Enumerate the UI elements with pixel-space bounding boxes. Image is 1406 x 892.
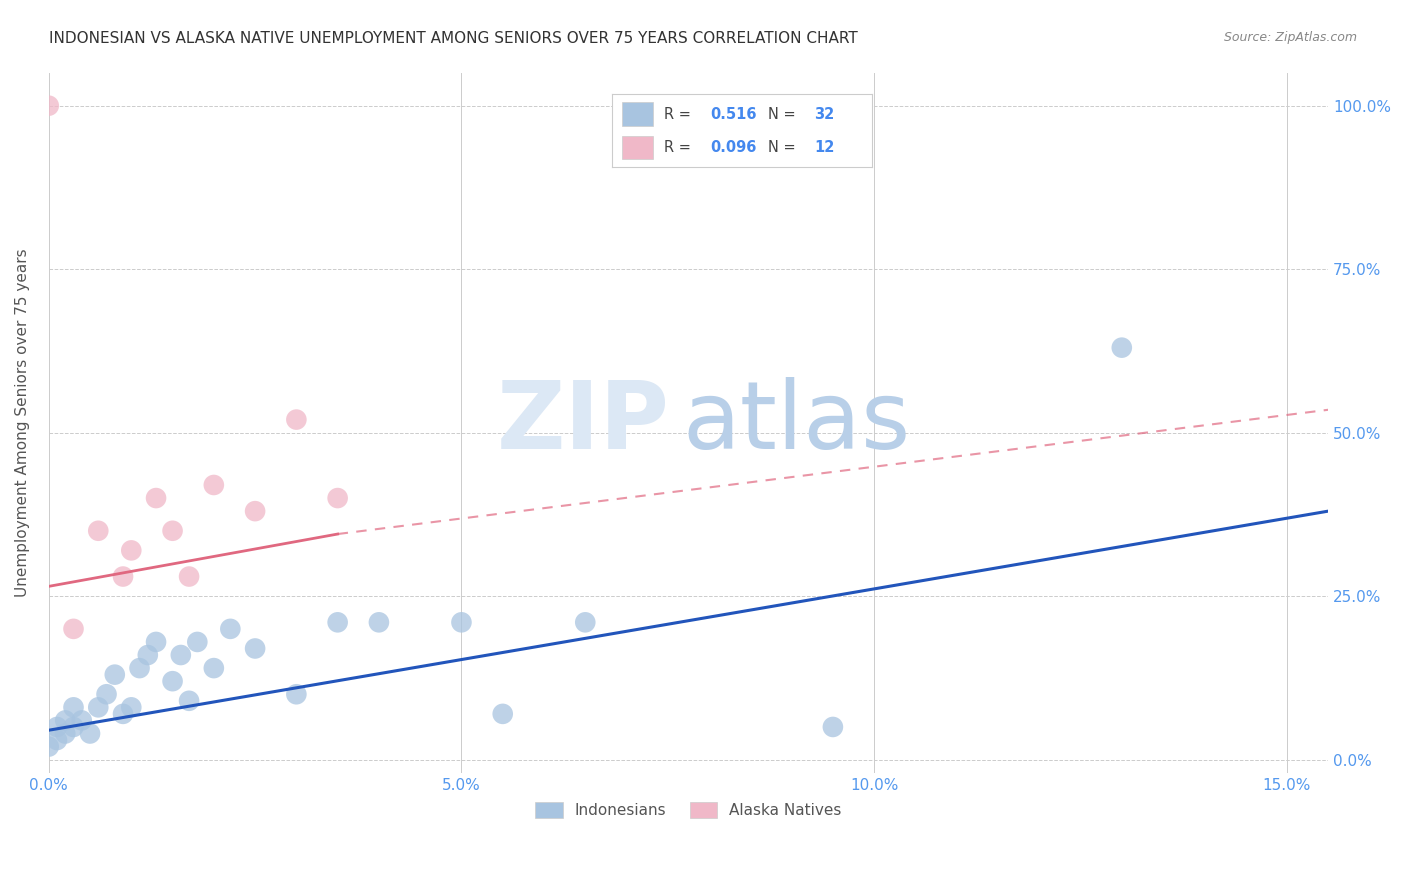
Point: [219, 622, 242, 636]
Point: [145, 491, 167, 505]
Point: [62, 700, 84, 714]
Point: [38, 98, 60, 112]
Point: [87, 700, 110, 714]
Legend: Indonesians, Alaska Natives: Indonesians, Alaska Natives: [529, 797, 848, 824]
Point: [326, 615, 349, 630]
Point: [136, 648, 159, 662]
Point: [53, 726, 76, 740]
Point: [96, 687, 118, 701]
Point: [162, 674, 184, 689]
Text: N =: N =: [768, 140, 800, 155]
Point: [186, 635, 208, 649]
FancyBboxPatch shape: [621, 136, 654, 160]
Text: 0.096: 0.096: [710, 140, 756, 155]
Point: [821, 720, 844, 734]
Point: [162, 524, 184, 538]
Point: [46, 720, 69, 734]
Point: [574, 615, 596, 630]
Point: [177, 694, 200, 708]
Point: [177, 569, 200, 583]
Point: [46, 733, 69, 747]
Point: [326, 491, 349, 505]
Point: [53, 714, 76, 728]
Text: atlas: atlas: [682, 376, 910, 469]
Point: [1111, 341, 1133, 355]
Text: R =: R =: [664, 107, 695, 121]
Text: N =: N =: [768, 107, 800, 121]
Y-axis label: Unemployment Among Seniors over 75 years: Unemployment Among Seniors over 75 years: [15, 249, 30, 597]
Point: [145, 635, 167, 649]
Text: R =: R =: [664, 140, 695, 155]
FancyBboxPatch shape: [621, 103, 654, 126]
Point: [128, 661, 150, 675]
Point: [87, 524, 110, 538]
Point: [170, 648, 193, 662]
Point: [112, 569, 135, 583]
Point: [202, 661, 225, 675]
Point: [120, 543, 142, 558]
Point: [62, 622, 84, 636]
Text: ZIP: ZIP: [496, 376, 669, 469]
Text: 32: 32: [814, 107, 835, 121]
Point: [367, 615, 389, 630]
Point: [492, 706, 515, 721]
Point: [450, 615, 472, 630]
Point: [38, 739, 60, 754]
Text: 0.516: 0.516: [710, 107, 756, 121]
Point: [70, 714, 93, 728]
Point: [104, 667, 127, 681]
Point: [202, 478, 225, 492]
Point: [243, 504, 266, 518]
Text: Source: ZipAtlas.com: Source: ZipAtlas.com: [1223, 31, 1357, 45]
Point: [62, 720, 84, 734]
Point: [285, 687, 308, 701]
Point: [120, 700, 142, 714]
Text: 12: 12: [814, 140, 835, 155]
Text: INDONESIAN VS ALASKA NATIVE UNEMPLOYMENT AMONG SENIORS OVER 75 YEARS CORRELATION: INDONESIAN VS ALASKA NATIVE UNEMPLOYMENT…: [49, 31, 858, 46]
Point: [112, 706, 135, 721]
Point: [285, 412, 308, 426]
Point: [79, 726, 101, 740]
Point: [243, 641, 266, 656]
